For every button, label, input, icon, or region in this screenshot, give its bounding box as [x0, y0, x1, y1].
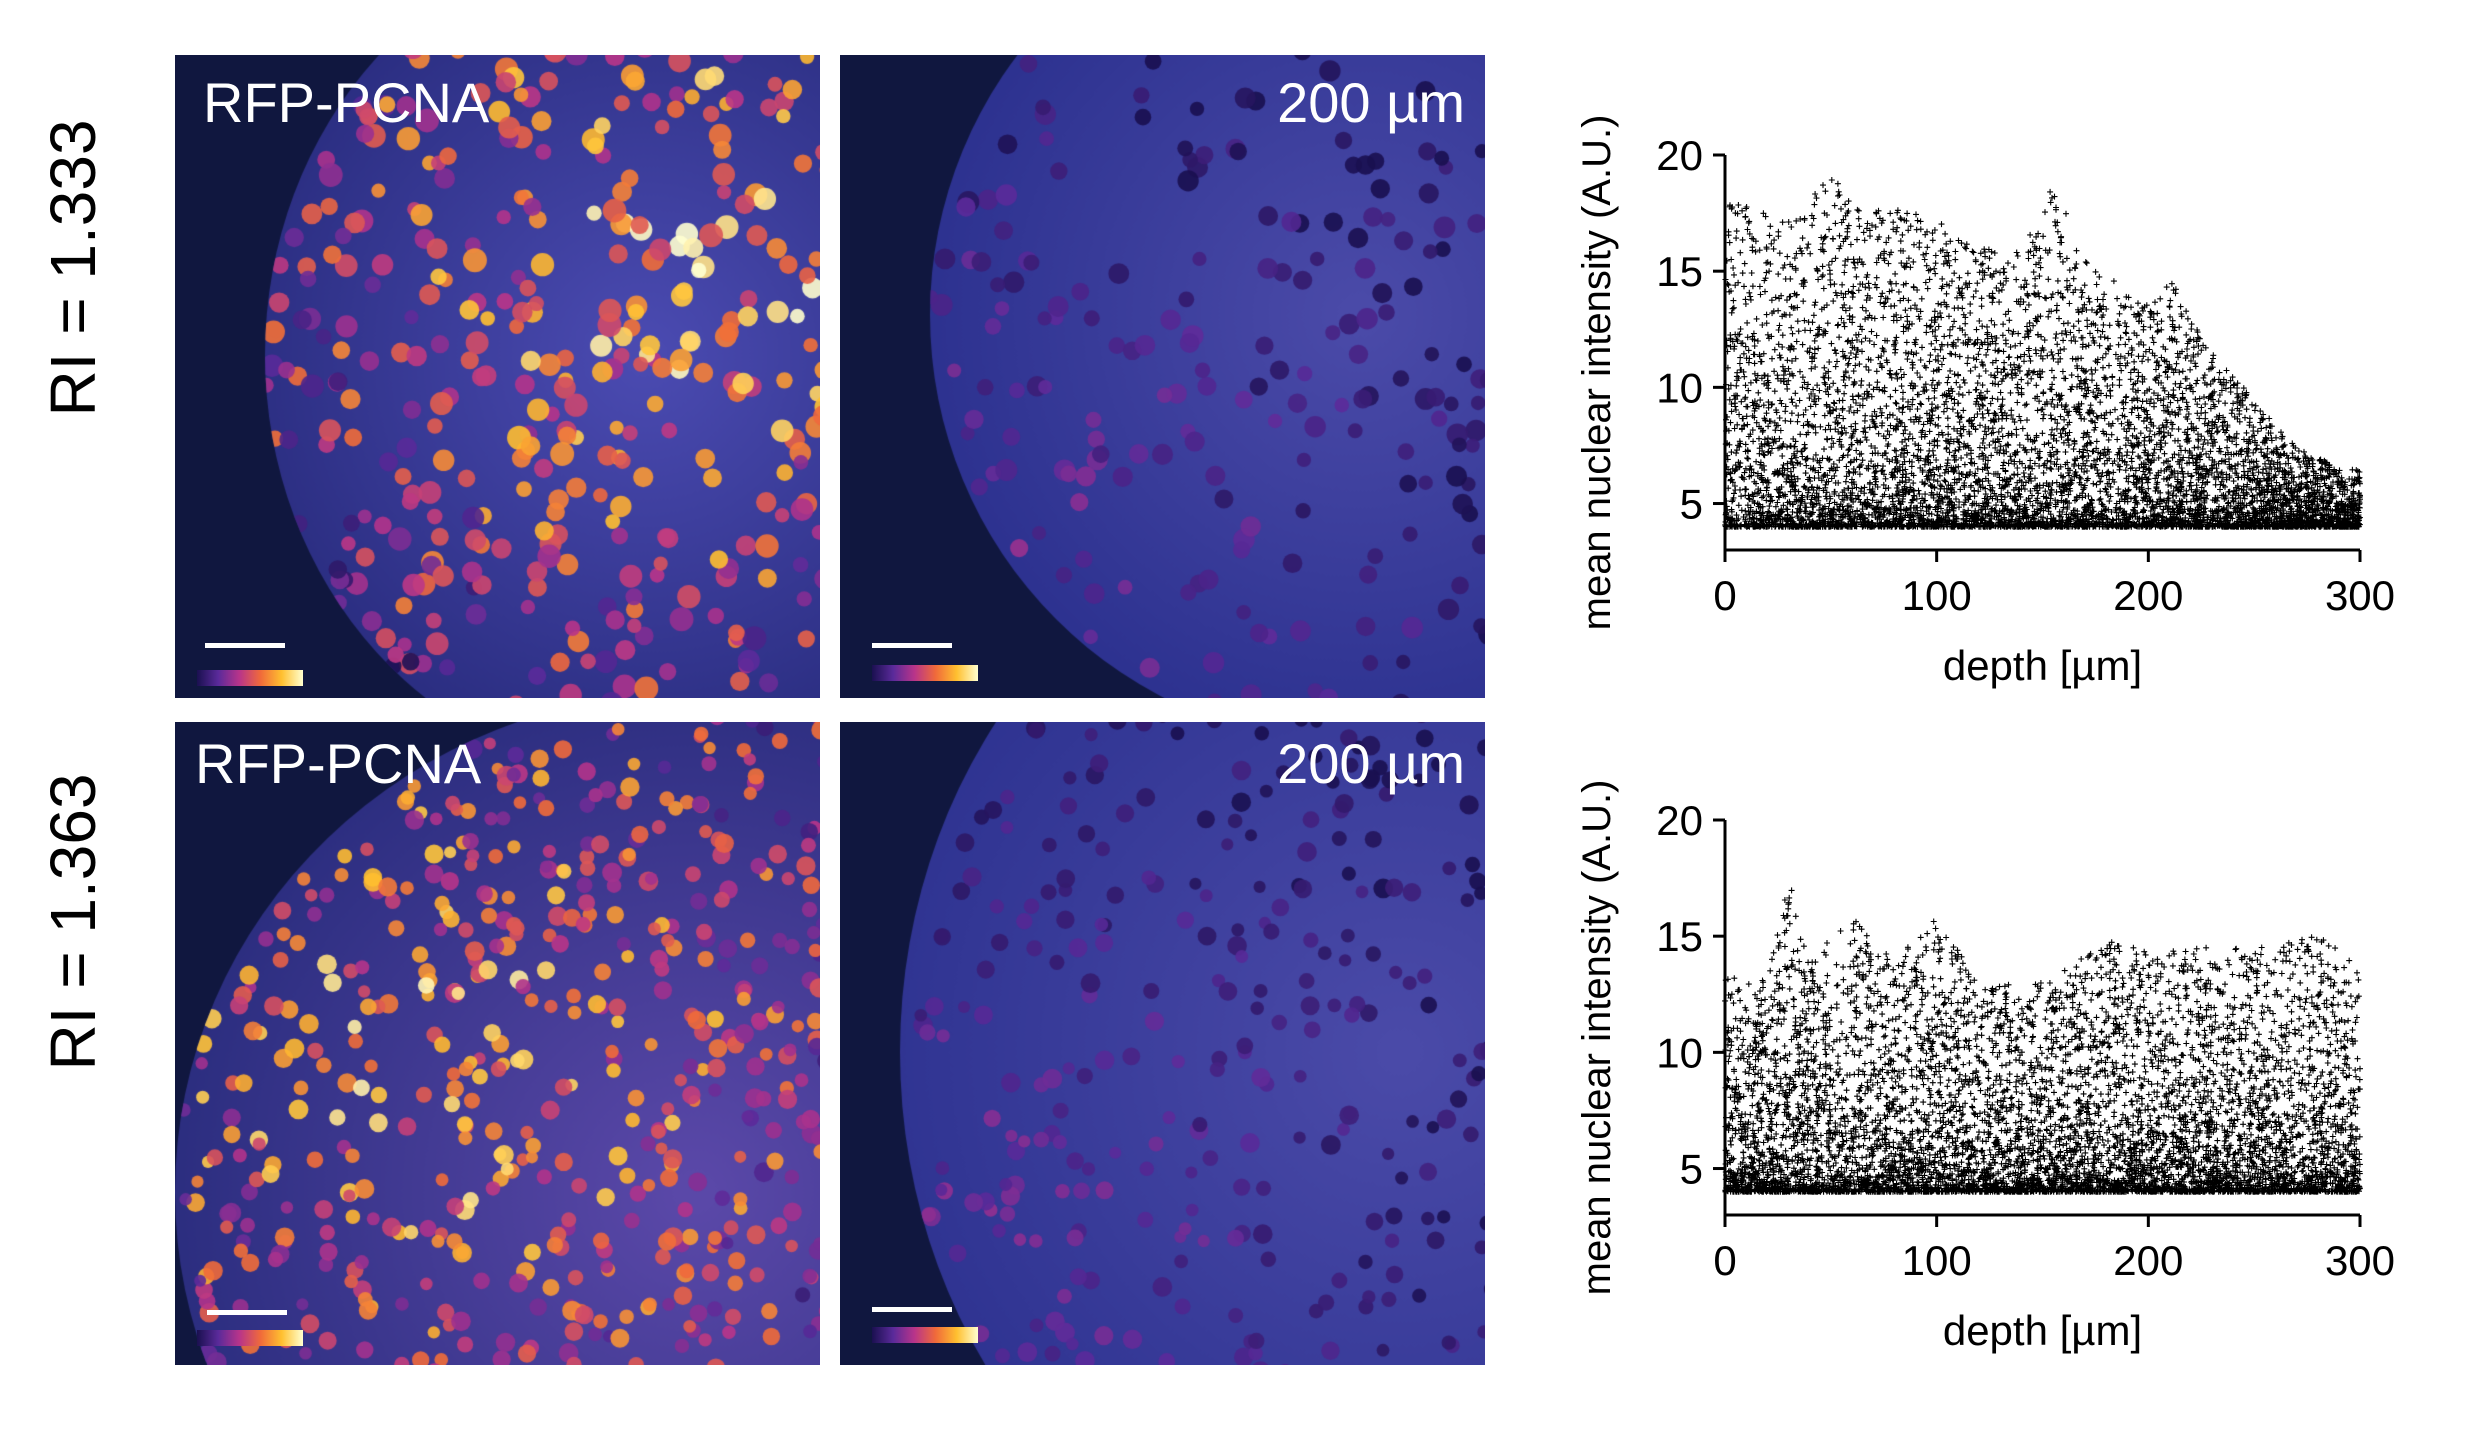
y-tick-label: 10	[1656, 364, 1703, 411]
image-canvas	[175, 55, 820, 698]
row-label-1-text: RI = 1.333	[37, 119, 109, 417]
scatter-plot-row1: 0 100 200 300 5 10 15 20 depth [µm] mean nuclear …	[1575, 115, 2395, 689]
scale-bar	[207, 1310, 287, 1315]
image-canvas	[840, 55, 1485, 698]
y-axis-label: mean nuclear intensity (A.U.)	[1575, 115, 1619, 631]
scatter-points	[1722, 177, 2363, 530]
image-panel-row1-surface: RFP-PCNA	[175, 55, 820, 698]
x-tick-label: 100	[1902, 572, 1972, 619]
x-tick-label: 0	[1713, 572, 1736, 619]
y-tick-label: 15	[1656, 248, 1703, 295]
panel-label: 200 µm	[1277, 732, 1465, 795]
colorbar	[872, 1327, 978, 1343]
image-panel-row2-surface: RFP-PCNA	[175, 722, 820, 1365]
x-axis-label: depth [µm]	[1943, 642, 2142, 689]
colorbar	[197, 1330, 303, 1346]
scale-bar	[872, 1307, 952, 1312]
panel-label: 200 µm	[1277, 71, 1465, 134]
x-tick-label: 0	[1713, 1237, 1736, 1284]
y-tick-label: 5	[1680, 481, 1703, 528]
row-label-2-text: RI = 1.363	[37, 773, 109, 1071]
y-tick-label: 10	[1656, 1029, 1703, 1076]
scatter-points	[1722, 887, 2363, 1195]
y-tick-label: 20	[1656, 797, 1703, 844]
image-panel-row1-depth: 200 µm	[840, 55, 1485, 698]
scale-bar	[872, 643, 952, 648]
image-panel-row2-depth: 200 µm	[840, 722, 1485, 1365]
scale-bar	[205, 643, 285, 648]
x-tick-label: 300	[2325, 572, 2395, 619]
y-tick-label: 20	[1656, 132, 1703, 179]
y-axis-label: mean nuclear intensity (A.U.)	[1575, 780, 1619, 1296]
x-tick-label: 100	[1902, 1237, 1972, 1284]
y-tick-label: 5	[1680, 1146, 1703, 1193]
x-tick-label: 200	[2113, 572, 2183, 619]
scatter-plot-row2: 0 100 200 300 5 10 15 20 depth [µm] mean nuclear …	[1575, 780, 2395, 1354]
colorbar	[872, 665, 978, 681]
panel-label: RFP-PCNA	[203, 71, 490, 134]
x-tick-label: 300	[2325, 1237, 2395, 1284]
image-canvas	[175, 722, 820, 1365]
y-tick-label: 15	[1656, 913, 1703, 960]
panel-label: RFP-PCNA	[195, 732, 482, 795]
x-tick-label: 200	[2113, 1237, 2183, 1284]
colorbar	[197, 670, 303, 686]
image-canvas	[840, 722, 1485, 1365]
x-axis-label: depth [µm]	[1943, 1307, 2142, 1354]
